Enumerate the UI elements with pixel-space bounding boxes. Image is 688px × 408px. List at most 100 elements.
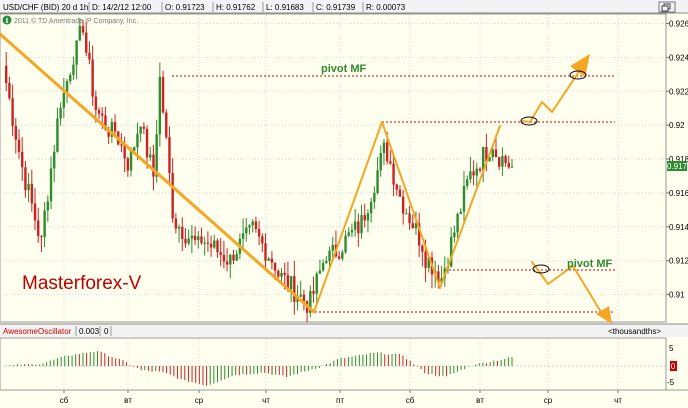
candle-body [504,156,507,163]
candle-body [171,173,174,219]
candle-body [302,294,306,302]
candle-body [85,32,88,53]
candle-body [94,96,98,111]
candle-body [193,235,197,241]
candle-body [27,183,30,191]
wave-path [313,121,501,313]
ao-tick-zero: 0 [671,362,676,371]
candle-body [21,151,24,168]
candle-body [289,276,293,290]
candle-body [232,254,235,261]
candle-body [241,233,245,239]
candle-body [30,183,34,204]
price-tick-label: 0.918 [669,155,688,164]
candle-body [389,161,392,164]
price-tick-label: 0.926 [669,19,688,28]
candle-body [56,118,59,152]
restore-window-button[interactable] [658,1,676,13]
candle-body [401,196,405,214]
candle-body [424,251,427,268]
candle-body [437,271,440,283]
candle-body [315,273,318,294]
vertical-gridlines [63,15,619,321]
oscillator-label[interactable]: AwesomeOscillator [3,327,72,336]
candle-body [43,210,46,238]
candle-body [136,133,139,148]
trend-annotations [0,32,612,324]
price-axis[interactable]: 0.926 0.924 0.922 0.92 0.918 0.916 0.914 0.912 0… [666,19,688,300]
candle-body [129,150,133,171]
candle-body [273,262,277,271]
candle-body [62,92,66,108]
brand-watermark: Masterforex-V [22,273,142,294]
candle-body [478,168,482,171]
oscillator-extra: 0 [104,327,109,336]
candle-body [283,272,286,275]
candle-body [309,291,312,313]
pivot-label-lower: pivot MF [567,258,612,270]
candle-body [133,147,136,151]
last-price-value: 0.917 [667,162,688,171]
open-readout: O: 0.91723 [165,3,205,12]
candle-body [177,226,181,229]
downtrend-line [0,32,316,314]
candle-body [97,110,101,114]
price-tick-label: 0.924 [669,53,688,62]
candle-body [14,125,18,140]
candle-body [101,113,104,116]
candle-body [440,278,443,283]
candle-body [216,240,219,253]
candle-body [8,83,11,99]
target-ellipse-upper [569,70,587,80]
candle-body [318,270,322,274]
candle-body [24,167,27,191]
candle-body [373,192,376,202]
day-label: сб [60,396,69,405]
candle-body [453,232,456,237]
candle-body [357,221,360,234]
candle-body [78,26,82,41]
candle-body [225,261,229,265]
candle-body [353,221,357,230]
candle-body [369,201,373,214]
candle-body [421,245,424,252]
candle-body [104,115,107,130]
candle-body [142,126,146,129]
candle-body [449,236,453,267]
candle-body [187,238,190,244]
candle-body [209,243,213,248]
candle-body [286,274,290,290]
day-label: чт [262,396,270,405]
day-label: пт [336,396,344,405]
candle-body [299,294,302,297]
candle-body [17,139,21,152]
symbol-label[interactable]: USD/CHF (BID) 20 d 1h [3,3,88,12]
candle-body [37,220,40,237]
price-tick-label: 0.914 [669,223,688,232]
candle-body [347,232,350,236]
oscillator-plot-area[interactable] [0,337,667,391]
upside-projection [521,72,579,123]
info-icon[interactable]: i [2,15,12,26]
time-axis[interactable]: сб вт ср чт пт сб вт ср чт [60,390,623,405]
day-label: чт [614,396,622,405]
ao-histogram [6,351,513,386]
copyright-text: 2011 © TD Ameritrade IP Company, Inc. [14,17,138,25]
candle-body [312,291,315,294]
candle-body [158,76,162,135]
candle-body [145,128,149,158]
candle-body [88,52,91,60]
candle-body [507,162,510,168]
candle-body [65,81,69,93]
candle-body [408,213,411,224]
price-tick-label: 0.91 [669,291,685,300]
candle-body [376,170,379,193]
price-plot-area[interactable] [0,13,667,323]
ao-zero-marker [670,361,677,371]
candle-body [485,146,488,162]
ao-tick-top: 5 [669,344,674,353]
candle-body [293,276,296,302]
candle-body [261,236,264,244]
ao-tick-bottom: -5 [667,378,675,387]
candle-body [456,213,459,233]
